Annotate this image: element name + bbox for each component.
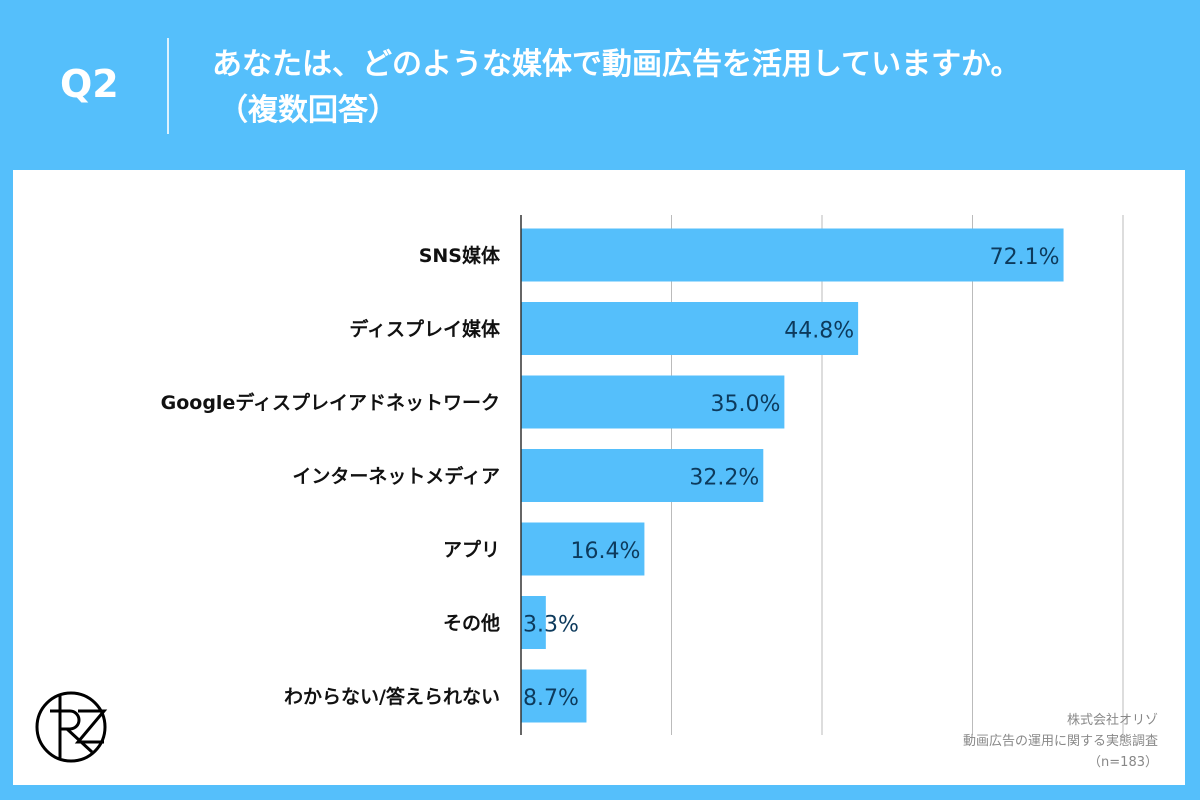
- title-line-2: （複数回答）: [218, 93, 398, 128]
- value-label: 35.0%: [710, 392, 780, 417]
- survey-name: 動画広告の運用に関する実態調査: [962, 734, 1158, 749]
- category-label: SNS媒体: [419, 244, 501, 267]
- bar: [521, 449, 764, 502]
- header-divider: [167, 38, 169, 134]
- sample-size: （n=183）: [1088, 755, 1158, 770]
- value-label: 72.1%: [990, 245, 1060, 270]
- category-label: Googleディスプレイアドネットワーク: [161, 391, 500, 414]
- category-label: ディスプレイ媒体: [349, 318, 501, 341]
- value-label: 8.7%: [523, 686, 579, 711]
- question-title: あなたは、どのような媒体で動画広告を活用していますか。 （複数回答）: [212, 42, 1021, 134]
- category-label: アプリ: [443, 538, 500, 561]
- source-note: 株式会社オリゾ 動画広告の運用に関する実態調査 （n=183）: [963, 710, 1158, 773]
- value-label: 3.3%: [523, 613, 579, 638]
- bar: [521, 669, 587, 723]
- title-line-1: あなたは、どのような媒体で動画広告を活用していますか。: [212, 47, 1021, 82]
- value-label: 16.4%: [571, 539, 641, 564]
- company-name: 株式会社オリゾ: [1066, 713, 1158, 728]
- bar: [521, 596, 546, 649]
- category-label: その他: [443, 612, 500, 635]
- category-label: インターネットメディア: [292, 465, 500, 488]
- category-label: わからない/答えられない: [284, 685, 500, 708]
- bar: [521, 302, 859, 355]
- value-label: 32.2%: [689, 466, 759, 491]
- bar: [521, 375, 785, 429]
- question-number: Q2: [60, 62, 119, 106]
- value-label: 44.8%: [784, 319, 854, 344]
- bar: [521, 522, 645, 576]
- bar: [521, 228, 1064, 282]
- company-logo: [34, 690, 108, 768]
